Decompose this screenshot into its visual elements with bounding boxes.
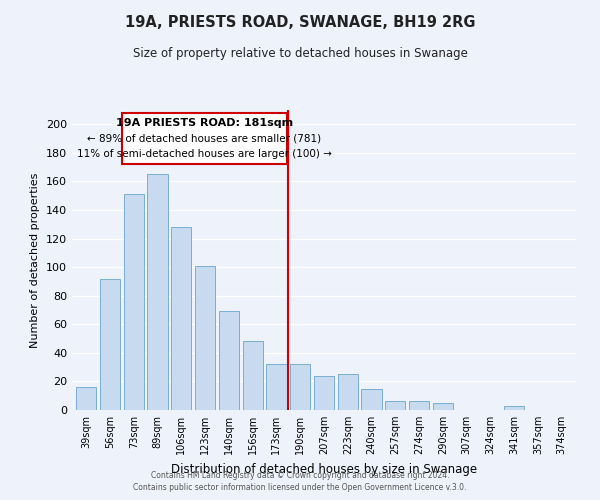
Bar: [266, 364, 287, 410]
Bar: [148, 174, 167, 410]
Text: 19A PRIESTS ROAD: 181sqm: 19A PRIESTS ROAD: 181sqm: [116, 118, 293, 128]
Bar: [361, 388, 382, 410]
Bar: [338, 374, 358, 410]
Text: Size of property relative to detached houses in Swanage: Size of property relative to detached ho…: [133, 48, 467, 60]
Bar: [433, 403, 453, 410]
Y-axis label: Number of detached properties: Number of detached properties: [31, 172, 40, 348]
Text: Contains HM Land Registry data © Crown copyright and database right 2024.: Contains HM Land Registry data © Crown c…: [151, 471, 449, 480]
Bar: [385, 402, 406, 410]
Text: ← 89% of detached houses are smaller (781): ← 89% of detached houses are smaller (78…: [88, 134, 322, 143]
Bar: [504, 406, 524, 410]
Text: Contains public sector information licensed under the Open Government Licence v.: Contains public sector information licen…: [133, 484, 467, 492]
Bar: [242, 342, 263, 410]
Bar: [76, 387, 97, 410]
Bar: [409, 402, 429, 410]
Bar: [122, 113, 287, 164]
Text: 19A, PRIESTS ROAD, SWANAGE, BH19 2RG: 19A, PRIESTS ROAD, SWANAGE, BH19 2RG: [125, 15, 475, 30]
Bar: [219, 312, 239, 410]
Text: 11% of semi-detached houses are larger (100) →: 11% of semi-detached houses are larger (…: [77, 149, 332, 159]
Bar: [195, 266, 215, 410]
Bar: [100, 278, 120, 410]
Bar: [171, 227, 191, 410]
Bar: [314, 376, 334, 410]
Bar: [290, 364, 310, 410]
Bar: [124, 194, 144, 410]
X-axis label: Distribution of detached houses by size in Swanage: Distribution of detached houses by size …: [171, 462, 477, 475]
